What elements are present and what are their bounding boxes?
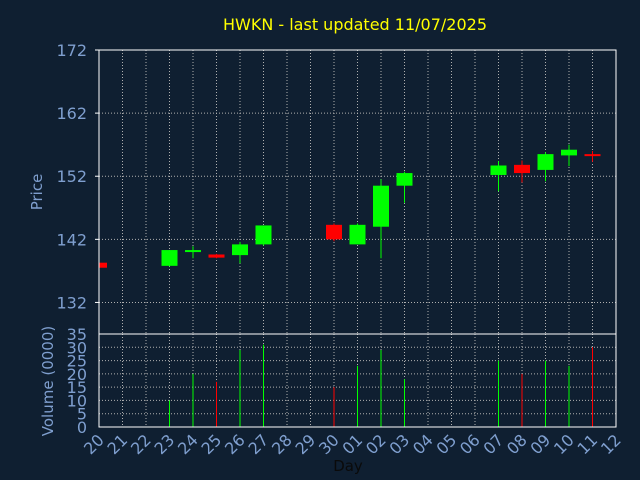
candle-09 (537, 152, 554, 182)
price-tick-labels: 132 142 152 162 172 (56, 41, 99, 312)
candle-body (208, 254, 225, 258)
candle-body (349, 224, 366, 245)
price-tick-label: 132 (56, 293, 87, 312)
x-axis-label: Day (333, 457, 363, 475)
candle-07 (490, 161, 507, 192)
candle-01 (349, 223, 366, 245)
volume-tick-label: 5 (77, 405, 87, 424)
candle-24 (185, 246, 201, 259)
volume-bars (169, 344, 593, 427)
price-tick-label: 152 (56, 167, 87, 186)
candle-body (490, 165, 507, 175)
candle-08 (514, 160, 530, 183)
candle-body (514, 164, 530, 174)
candle-body (161, 250, 178, 266)
volume-tick-label: 20 (67, 365, 87, 384)
candle-body (584, 154, 601, 157)
candle-body (232, 244, 248, 256)
candle-25 (208, 253, 225, 259)
candle-body (326, 224, 342, 240)
candle-26 (232, 241, 248, 264)
candle-11 (584, 150, 601, 162)
candle-10 (561, 144, 577, 167)
candles (98, 144, 601, 269)
candle-body (255, 225, 272, 245)
volume-tick-label: 35 (67, 325, 87, 344)
candle-02 (373, 179, 389, 259)
volume-tick-label: 10 (67, 391, 87, 410)
candle-body (396, 173, 413, 186)
candle-03 (396, 171, 413, 203)
volume-axis-label: Volume (0000) (39, 326, 57, 436)
candle-body (99, 262, 107, 268)
candle-body (561, 149, 577, 156)
volume-tick-label: 25 (67, 352, 87, 371)
candle-body (373, 185, 389, 227)
price-tick-label: 142 (56, 230, 87, 249)
candle-body (537, 154, 554, 170)
volume-panel-frame (98, 333, 617, 428)
day-tick-labels: 2021222324252627282930010203040506070809… (80, 430, 625, 458)
volume-tick-label: 15 (67, 378, 87, 397)
candle-27 (255, 225, 272, 246)
price-axis-label: Price (28, 174, 46, 211)
candle-30 (326, 223, 342, 242)
candle-23 (161, 250, 178, 267)
price-tick-label: 162 (56, 104, 87, 123)
volume-tick-label: 30 (67, 338, 87, 357)
chart-title: HWKN - last updated 11/07/2025 (223, 15, 487, 34)
candle-body (185, 250, 201, 253)
price-tick-label: 172 (56, 41, 87, 60)
volume-tick-label: 0 (77, 418, 87, 437)
